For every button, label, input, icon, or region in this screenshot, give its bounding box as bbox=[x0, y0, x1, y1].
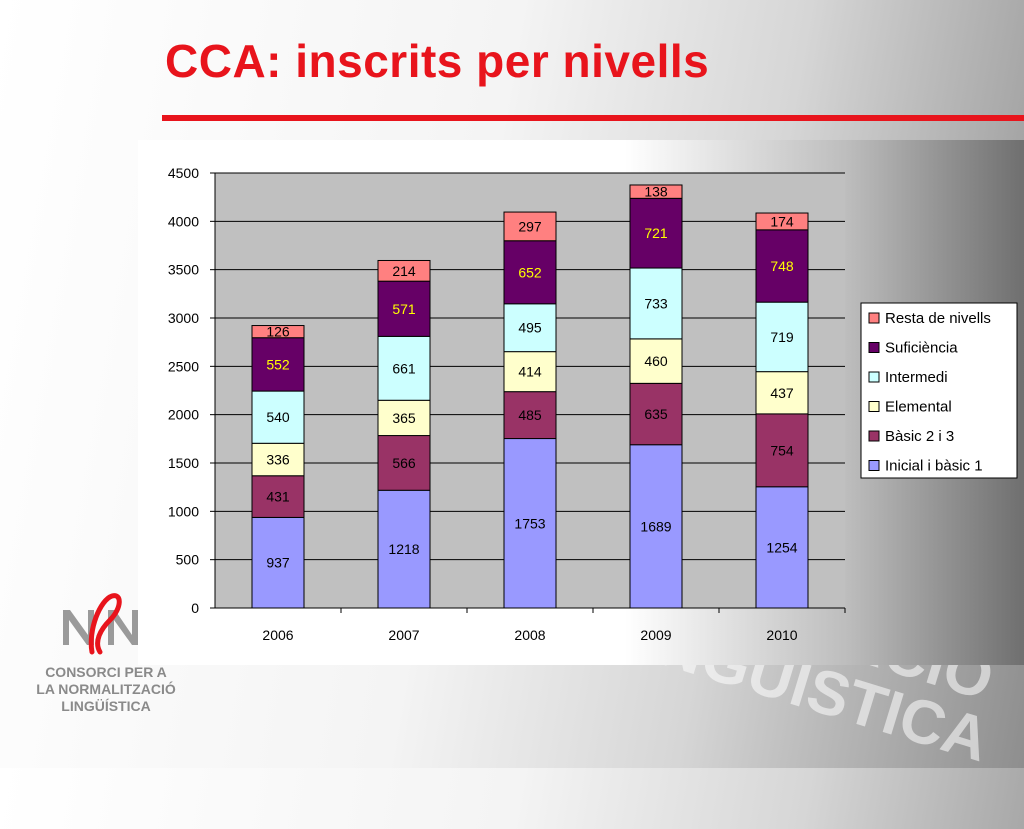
x-tick-label: 2007 bbox=[388, 627, 419, 643]
data-label: 748 bbox=[770, 258, 794, 274]
y-tick-label: 1000 bbox=[168, 503, 199, 519]
cpnl-logo-icon bbox=[63, 593, 138, 655]
bar-segment bbox=[377, 259, 431, 282]
bar-segment bbox=[755, 212, 809, 231]
data-label: 1218 bbox=[388, 541, 419, 557]
x-tick-label: 2008 bbox=[514, 627, 545, 643]
bar-segment bbox=[629, 338, 683, 384]
legend-swatch bbox=[868, 312, 880, 324]
data-label: 214 bbox=[392, 263, 416, 279]
data-label: 460 bbox=[644, 353, 668, 369]
bar-segment bbox=[755, 229, 809, 303]
logo-line-3: LINGÜÍSTICA bbox=[61, 698, 151, 714]
bar-segment bbox=[503, 391, 557, 440]
bar-segment bbox=[629, 444, 683, 609]
data-label: 721 bbox=[644, 225, 668, 241]
logo-text: CONSORCI PER A LA NORMALITZACIÓ LINGÜÍST… bbox=[36, 664, 176, 715]
logo-line-2: LA NORMALITZACIÓ bbox=[36, 681, 176, 697]
y-tick-label: 3000 bbox=[168, 310, 199, 326]
bar-segment bbox=[503, 303, 557, 353]
legend-label: Suficiència bbox=[885, 340, 958, 357]
bar-segment bbox=[251, 442, 305, 477]
data-label: 495 bbox=[518, 320, 542, 336]
data-label: 414 bbox=[518, 364, 542, 380]
bar-segment bbox=[503, 240, 557, 305]
bar-segment bbox=[377, 335, 431, 401]
bar-segment bbox=[629, 267, 683, 340]
data-label: 174 bbox=[770, 213, 794, 229]
data-label: 566 bbox=[392, 455, 416, 471]
title-rule bbox=[162, 115, 1024, 121]
data-label: 336 bbox=[266, 452, 290, 468]
data-label: 437 bbox=[770, 385, 794, 401]
data-label: 571 bbox=[392, 301, 416, 317]
bar-segment bbox=[251, 390, 305, 444]
x-tick-label: 2009 bbox=[640, 627, 671, 643]
legend-label: Bàsic 2 i 3 bbox=[885, 428, 954, 445]
legend-swatch bbox=[868, 401, 880, 412]
data-label: 661 bbox=[392, 360, 416, 376]
y-tick-label: 3500 bbox=[168, 262, 199, 278]
legend-label: Inicial i bàsic 1 bbox=[885, 458, 983, 475]
y-tick-label: 0 bbox=[191, 600, 199, 616]
data-label: 485 bbox=[518, 407, 542, 423]
stacked-bar-chart: 0 500 1000 1500 2000 2500 3000 3500 4000 4500 937 4… bbox=[168, 165, 1018, 643]
x-tick-label: 2006 bbox=[262, 627, 293, 643]
legend-label: Intermedi bbox=[885, 369, 948, 386]
bar-segment bbox=[251, 325, 305, 339]
data-label: 754 bbox=[770, 442, 794, 458]
data-label: 297 bbox=[518, 218, 542, 234]
bar-segment bbox=[377, 280, 431, 337]
data-label: 937 bbox=[266, 555, 290, 571]
data-label: 1254 bbox=[766, 539, 797, 555]
slide-title: CCA: inscrits per nivells bbox=[165, 35, 710, 87]
bar-segment bbox=[755, 301, 809, 373]
bar-segment bbox=[755, 413, 809, 488]
bar-segment bbox=[629, 184, 683, 199]
bar-segment bbox=[629, 197, 683, 269]
y-tick-label: 4000 bbox=[168, 213, 199, 229]
bar-segment bbox=[503, 438, 557, 609]
bar-segment bbox=[377, 435, 431, 491]
data-label: 719 bbox=[770, 329, 794, 345]
data-label: 1753 bbox=[514, 515, 545, 531]
legend-box bbox=[860, 302, 1018, 479]
bar-segment bbox=[377, 489, 431, 609]
data-label: 540 bbox=[266, 409, 290, 425]
logo-line-1: CONSORCI PER A bbox=[45, 664, 167, 680]
x-tick-label: 2010 bbox=[766, 627, 797, 643]
legend-label: Resta de nivells bbox=[885, 310, 991, 327]
legend-swatch bbox=[868, 430, 880, 442]
data-label: 652 bbox=[518, 264, 542, 280]
bar-segment bbox=[251, 475, 305, 518]
y-tick-label: 1500 bbox=[168, 455, 199, 471]
data-label: 1689 bbox=[640, 518, 671, 534]
data-label: 431 bbox=[266, 489, 290, 505]
data-label: 552 bbox=[266, 356, 290, 372]
legend-label: Elemental bbox=[885, 399, 952, 416]
bar-segment bbox=[629, 382, 683, 446]
legend-swatch bbox=[868, 342, 880, 353]
bar-segment bbox=[755, 371, 809, 415]
data-label: 635 bbox=[644, 406, 668, 422]
legend-swatch bbox=[868, 460, 880, 471]
bar-segment bbox=[251, 337, 305, 392]
bar-segment bbox=[503, 211, 557, 242]
chart-area: 0 500 1000 1500 2000 2500 3000 3500 4000 4500 937 4… bbox=[138, 140, 1024, 665]
y-tick-label: 2000 bbox=[168, 407, 199, 423]
data-label: 733 bbox=[644, 295, 668, 311]
data-label: 365 bbox=[392, 410, 416, 426]
y-tick-label: 4500 bbox=[168, 165, 199, 181]
data-label: 126 bbox=[266, 324, 290, 340]
legend-swatch bbox=[868, 371, 880, 383]
bar-segment bbox=[755, 486, 809, 609]
y-tick-label: 500 bbox=[176, 552, 200, 568]
data-label: 138 bbox=[644, 184, 668, 200]
y-tick-label: 2500 bbox=[168, 358, 199, 374]
